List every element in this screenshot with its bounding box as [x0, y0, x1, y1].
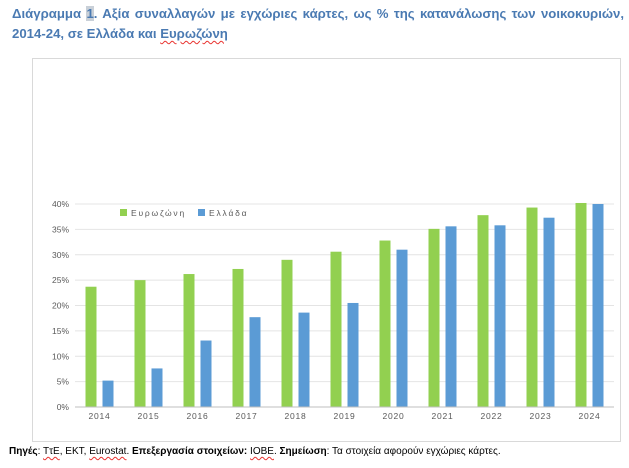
- legend-label-greece: Ελλάδα: [209, 208, 248, 218]
- note-label: Σημείωση: [279, 446, 327, 457]
- bar-eurozone-2019: [330, 251, 342, 407]
- x-tick-label: 2021: [431, 411, 453, 421]
- bar-eurozone-2020: [379, 240, 391, 407]
- source-ecb: , ΕΚΤ,: [59, 446, 90, 457]
- y-tick-label: 40%: [52, 199, 69, 209]
- bar-eurozone-2016: [183, 274, 195, 407]
- source-label: Πηγές: [9, 446, 38, 457]
- legend: Ευρωζώνη Ελλάδα: [120, 208, 248, 218]
- bar-eurozone-2018: [281, 259, 293, 407]
- processing-label: Επεξεργασία στοιχείων:: [132, 446, 251, 457]
- chart-title: Διάγραμμα 1. Αξία συναλλαγών με εγχώριες…: [12, 4, 624, 44]
- legend-label-eurozone: Ευρωζώνη: [131, 208, 186, 218]
- source-bog: ΤτΕ: [43, 446, 60, 457]
- bar-eurozone-2021: [428, 228, 440, 407]
- x-tick-label: 2019: [333, 411, 355, 421]
- bar-greece-2017: [249, 317, 261, 407]
- x-tick-label: 2020: [382, 411, 404, 421]
- bar-eurozone-2024: [575, 202, 587, 407]
- note-text: : Τα στοιχεία αφορούν εγχώριες κάρτες.: [326, 446, 501, 457]
- x-tick-label: 2016: [186, 411, 208, 421]
- bar-greece-2023: [543, 217, 555, 407]
- legend-swatch-greece: [198, 209, 205, 216]
- bar-greece-2018: [298, 312, 310, 407]
- title-eurozone-word: Ευρωζώνη: [160, 26, 228, 41]
- x-tick-label: 2024: [578, 411, 600, 421]
- y-tick-label: 10%: [52, 351, 69, 361]
- bar-greece-2021: [445, 226, 457, 407]
- source-sep3: .: [273, 446, 280, 457]
- bar-greece-2019: [347, 302, 359, 407]
- title-text-line2: 2014-24, σε Ελλάδα και: [12, 26, 161, 41]
- source-sep2: .: [126, 446, 133, 457]
- source-eurostat: Eurostat: [89, 446, 127, 457]
- gridlines: [75, 203, 614, 383]
- bar-greece-2020: [396, 249, 408, 407]
- y-tick-label: 5%: [57, 377, 70, 387]
- y-tick-label: 30%: [52, 250, 69, 260]
- y-axis-ticks: 0% 5% 10% 15% 20% 25% 30% 35% 40%: [52, 199, 69, 412]
- x-axis-ticks: 2014 2015 2016 2017 2018 2019 2020 2021 2022 2023…: [88, 411, 600, 421]
- legend-swatch-eurozone: [120, 209, 127, 216]
- bar-greece-2022: [494, 225, 506, 407]
- title-text-line1: . Αξία συναλλαγών με εγχώριες κάρτες, ως…: [93, 6, 624, 21]
- y-tick-label: 35%: [52, 224, 69, 234]
- source-sep: :: [37, 446, 43, 457]
- y-tick-label: 20%: [52, 301, 69, 311]
- title-number: 1: [86, 6, 94, 21]
- bar-eurozone-2023: [526, 207, 538, 407]
- bar-greece-2015: [151, 368, 163, 407]
- y-tick-label: 25%: [52, 275, 69, 285]
- processing-iobe: ΙΟΒΕ: [250, 446, 274, 457]
- bar-greece-2014: [102, 380, 114, 407]
- bars: [85, 202, 604, 407]
- bar-chart: 0%5%10%15%20%25%30%35%40% 2014 2015 2016 20…: [52, 199, 614, 421]
- y-tick-label: 15%: [52, 326, 69, 336]
- x-tick-label: 2023: [529, 411, 551, 421]
- x-tick-label: 2014: [88, 411, 110, 421]
- x-tick-label: 2017: [235, 411, 257, 421]
- y-tick-label: 0%: [57, 402, 70, 412]
- title-prefix: Διάγραμμα: [12, 6, 87, 21]
- x-tick-label: 2018: [284, 411, 306, 421]
- bar-greece-2024: [592, 204, 604, 407]
- x-tick-label: 2022: [480, 411, 502, 421]
- bar-eurozone-2014: [85, 286, 97, 407]
- source-note: Πηγές: ΤτΕ, ΕΚΤ, Eurostat. Επεξεργασία σ…: [9, 446, 501, 457]
- chart-frame[interactable]: 0% 5% 10% 15% 20% 25% 30% 35% 40% 2014 2015 2016 20…: [32, 58, 621, 442]
- bar-eurozone-2022: [477, 215, 489, 407]
- bar-eurozone-2017: [232, 268, 244, 407]
- x-tick-label: 2015: [137, 411, 159, 421]
- bar-greece-2016: [200, 340, 212, 407]
- bar-eurozone-2015: [134, 280, 146, 407]
